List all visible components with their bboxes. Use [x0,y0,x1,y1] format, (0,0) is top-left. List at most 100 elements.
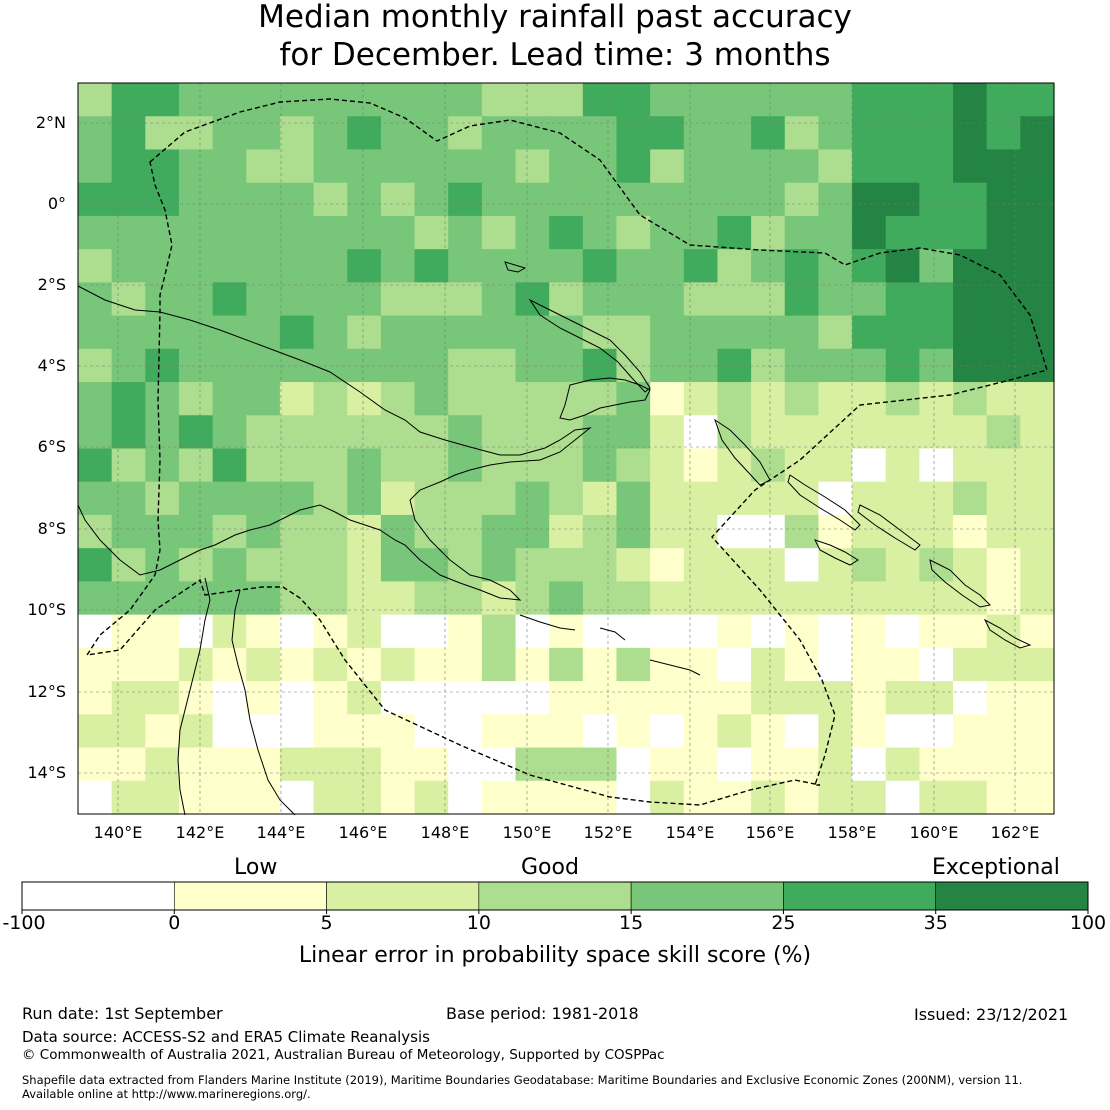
grid-cell [885,448,920,483]
grid-cell [717,780,752,815]
grid-cell [784,116,820,151]
grid-cell [313,614,348,649]
grid-cell [212,747,247,782]
grid-cell [1020,415,1055,450]
grid-cell [414,681,449,715]
grid-cell [111,415,146,450]
grid-cell [549,448,584,483]
grid-cell [582,481,618,516]
grid-cell [347,681,382,715]
grid-cell [852,348,887,383]
longitude-label: 140°E [93,823,143,842]
grid-cell [78,581,113,616]
grid-cell [347,780,382,815]
grid-cell [885,714,920,749]
longitude-label: 156°E [745,823,795,842]
grid-cell [347,215,382,250]
grid-cell [751,714,786,749]
grid-cell [145,581,180,616]
coastline-solomons-1 [787,474,861,531]
coastline-vanuatu-north [983,618,1032,649]
colorbar-segment [173,881,327,911]
grid-cell [78,182,113,217]
base-period: Base period: 1981-2018 [446,1004,639,1023]
grid-cell [279,647,315,682]
grid-cell [1020,215,1055,250]
grid-cell [717,747,752,782]
grid-cell [448,747,483,782]
grid-cell [616,681,651,715]
grid-cell [852,780,887,815]
grid-cell [380,780,416,815]
grid-cell [818,149,853,184]
grid-cell [448,780,483,815]
grid-cell [347,182,382,217]
grid-cell [717,315,752,350]
grid-cell [650,681,685,715]
coastline-manus [504,261,527,273]
grid-cell [313,249,348,283]
grid-cell [515,681,550,715]
longitude-label: 148°E [420,823,470,842]
grid-cell [986,116,1021,151]
grid-cell [347,614,382,649]
legend-category-low: Low [234,855,278,880]
grid-cell [313,448,348,483]
grid-cell [616,514,651,549]
grid-cell [481,581,517,616]
grid-cell [448,249,483,283]
colorbar-segment [783,881,937,911]
grid-cell [515,149,550,184]
grid-cell [414,382,449,416]
grid-cell [683,149,719,184]
grid-cell [279,548,315,583]
grid-cell [78,780,113,815]
grid-cell [650,249,685,283]
grid-cell [313,215,348,250]
grid-cell [885,647,920,682]
grid-cell [582,249,618,283]
png-eez-boundary-line [85,98,1048,806]
grid-cell [717,514,752,549]
grid-cell [616,747,651,782]
grid-cell [111,681,146,715]
grid-cell [515,581,550,616]
grid-cell [246,548,281,583]
coastline-solomons-2 [857,504,921,551]
grid-cell [683,481,719,516]
grid-cell [784,747,820,782]
coastline-bougainville [714,418,771,486]
grid-cell [650,714,685,749]
grid-cell [145,116,180,151]
grid-cell [683,83,719,117]
grid-cell [481,315,517,350]
grid-cell [178,182,214,217]
grid-cell [178,282,214,317]
grid-cell [751,149,786,184]
grid-cell [515,116,550,151]
grid-cell [380,581,416,616]
grid-cell [885,581,920,616]
colorbar-tick-label: -100 [2,912,46,934]
grid-cell [414,747,449,782]
grid-cell [683,315,719,350]
grid-cell [1020,182,1055,217]
grid-cell [212,116,247,151]
grid-cell [986,149,1021,184]
grid-cell [145,681,180,715]
grid-cell [380,315,416,350]
grid-cell [515,481,550,516]
grid-cell [582,83,618,117]
latitude-label: 4°S [37,356,66,375]
grid-cell [683,581,719,616]
grid-cell [1020,116,1055,151]
grid-cell [953,149,988,184]
grid-cell [481,149,517,184]
grid-cell [852,581,887,616]
grid-cell [178,249,214,283]
colorbar-segment [630,881,784,911]
grid-cell [582,514,618,549]
grid-cell [650,415,685,450]
grid-cell [751,614,786,649]
grid-cell [448,481,483,516]
